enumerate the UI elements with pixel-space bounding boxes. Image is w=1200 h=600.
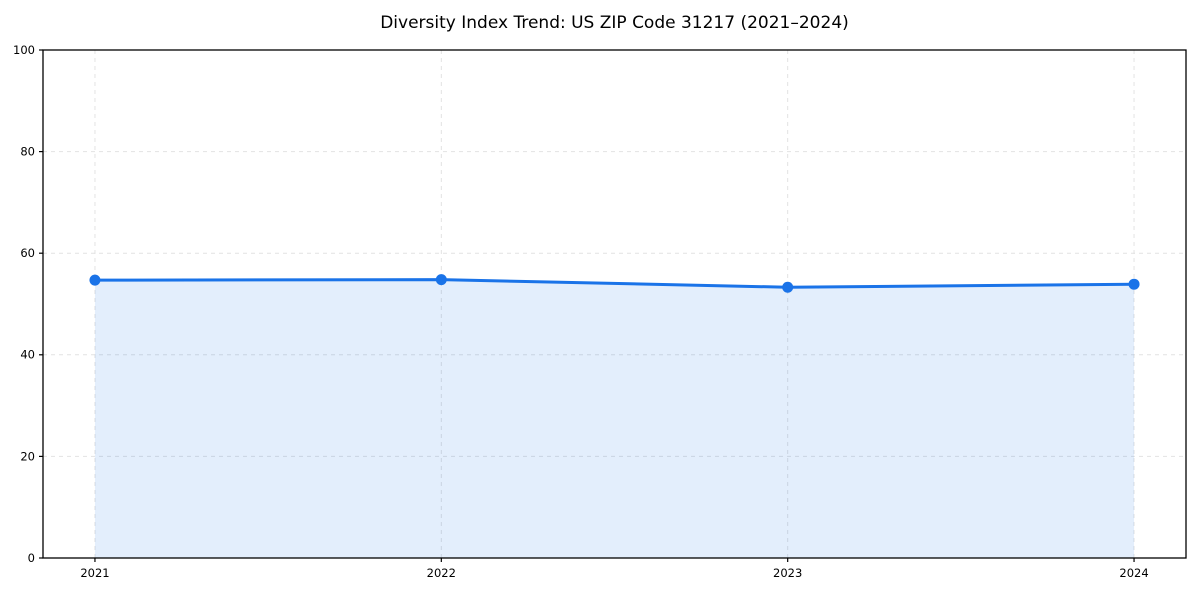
trend-line bbox=[93, 278, 1136, 289]
area-fill bbox=[94, 279, 1135, 558]
y-tick-label: 60 bbox=[20, 246, 35, 260]
data-point-2023 bbox=[782, 281, 794, 293]
x-tick-label: 2023 bbox=[773, 566, 802, 580]
y-tick-label: 80 bbox=[20, 145, 35, 159]
y-tick-label: 40 bbox=[20, 348, 35, 362]
data-point-2022 bbox=[435, 274, 447, 286]
y-tick-label: 100 bbox=[13, 43, 35, 57]
y-tick-label: 20 bbox=[20, 449, 35, 463]
x-tick-label: 2022 bbox=[427, 566, 456, 580]
y-tick-label: 0 bbox=[28, 551, 35, 565]
x-tick-label: 2021 bbox=[80, 566, 109, 580]
data-point-2021 bbox=[89, 274, 101, 286]
chart-title: Diversity Index Trend: US ZIP Code 31217… bbox=[380, 13, 849, 33]
data-point-2024 bbox=[1128, 278, 1140, 290]
x-tick-label: 2024 bbox=[1119, 566, 1148, 580]
axes-spines bbox=[42, 49, 1187, 559]
